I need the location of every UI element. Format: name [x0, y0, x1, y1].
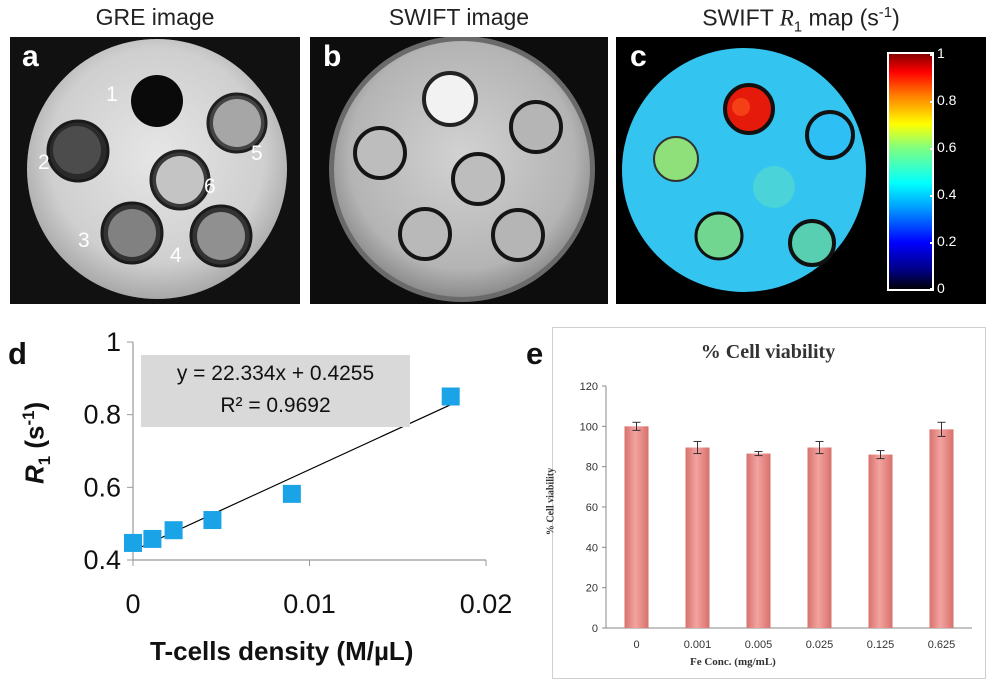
- bar: [807, 447, 832, 628]
- colorbar-tick-0.6: 0.6: [937, 139, 957, 155]
- scatter-y-axis-unit-open: (s: [19, 425, 50, 456]
- gre-tube-1: [131, 75, 183, 127]
- swift-tube-3: [398, 207, 452, 261]
- scatter-chart: 0.4 0.6 0.8 1 0 0.01 0.02: [83, 327, 513, 619]
- trendline-equation-box: [141, 355, 410, 427]
- panel-b-title: SWIFT image: [388, 4, 530, 30]
- colorbar-tick-0.8: 0.8: [937, 92, 957, 108]
- swift-tube-1: [422, 71, 478, 127]
- bar: [685, 447, 710, 628]
- scatter-y-tick-label: 0.4: [83, 545, 121, 575]
- scatter-y-axis-label: R1 (s-1): [19, 388, 55, 498]
- gre-image: [10, 37, 300, 304]
- panel-c-title: SWIFT R1 map (s-1): [616, 4, 986, 35]
- r1-tube-5: [805, 110, 855, 160]
- panel-d-letter: d: [8, 336, 27, 371]
- swift-tube-4: [491, 208, 545, 262]
- r1-tube-3: [694, 211, 744, 261]
- gre-tube-number-5: 5: [251, 142, 263, 165]
- bar-x-tick-label: 0.005: [745, 639, 773, 651]
- r1-tube-4: [788, 219, 836, 267]
- scatter-y-axis-unit-close: ): [19, 401, 50, 411]
- bar-chart-x-axis-label: Fe Conc. (mg/mL): [690, 656, 776, 668]
- r1-map-image: [616, 37, 986, 304]
- bar-x-tick-label: 0.125: [867, 639, 895, 651]
- panel-a-title: GRE image: [95, 4, 215, 30]
- bar-x-tick-label: 0.001: [684, 639, 712, 651]
- r1-tube-2: [653, 136, 699, 182]
- bar-chart-y-axis-label: % Cell viability: [545, 467, 557, 536]
- panel-c-title-end: ): [892, 4, 900, 31]
- bar-chart: 0 20 40 60 80 100 120 0 0.001 0.005 0.025 0.125 0.62…: [580, 381, 972, 651]
- panel-c-title-sub: 1: [793, 18, 803, 36]
- scatter-point: [203, 511, 222, 530]
- scatter-point: [282, 484, 301, 503]
- panel-c-title-suffix: map (s: [802, 4, 879, 31]
- bar-y-tick-label: 100: [580, 421, 598, 433]
- bar-y-tick-label: 60: [586, 502, 598, 514]
- scatter-point: [164, 521, 183, 540]
- swift-image: [310, 37, 608, 304]
- scatter-y-tick-label: 0.6: [83, 472, 121, 502]
- panel-c-title-symbol: R: [779, 5, 794, 31]
- swift-tube-6: [451, 152, 505, 206]
- swift-tube-5: [509, 100, 563, 154]
- panel-b-letter: b: [323, 40, 342, 73]
- colorbar-tick-1: 1: [937, 45, 945, 61]
- bar-y-tick-label: 120: [580, 381, 598, 393]
- bar-x-tick-label: 0.625: [928, 639, 956, 651]
- swift-tube-2: [353, 126, 407, 180]
- scatter-y-tick-label: 1: [106, 327, 121, 357]
- panel-c-letter: c: [630, 40, 647, 73]
- colorbar-tick-0: 0: [937, 280, 945, 296]
- panel-c-title-sup: -1: [878, 4, 893, 21]
- bar-x-tick-label: 0: [633, 639, 639, 651]
- colorbar-tick-0.4: 0.4: [937, 186, 957, 202]
- bar: [624, 426, 649, 628]
- gre-tube-number-6: 6: [204, 175, 216, 198]
- bar: [746, 453, 771, 628]
- scatter-point: [441, 387, 460, 406]
- panel-c-title-prefix: SWIFT: [702, 4, 774, 31]
- scatter-x-tick-label: 0.02: [460, 589, 513, 619]
- bar: [929, 429, 954, 628]
- bar-chart-title: % Cell viability: [700, 341, 836, 363]
- scatter-x-tick-label: 0.01: [283, 589, 336, 619]
- scatter-point: [124, 533, 142, 552]
- colorbar-tick-0.2: 0.2: [937, 233, 957, 249]
- bar-y-tick-label: 80: [586, 462, 598, 474]
- bar-y-tick-label: 40: [586, 542, 598, 554]
- gre-tube-number-3: 3: [78, 229, 90, 252]
- bar-x-tick-label: 0.025: [806, 639, 834, 651]
- bar-y-tick-label: 20: [586, 583, 598, 595]
- colorbar: [887, 52, 934, 291]
- gre-tube-number-4: 4: [170, 244, 182, 267]
- scatter-y-tick-label: 0.8: [83, 400, 121, 430]
- scatter-x-tick-label: 0: [125, 589, 140, 619]
- bar-y-tick-label: 0: [592, 623, 598, 635]
- r1-tube-6: [753, 166, 795, 208]
- trendline-equation: y = 22.334x + 0.4255: [176, 362, 375, 385]
- panel-e-letter: e: [526, 336, 544, 371]
- gre-tube-number-2: 2: [38, 151, 50, 174]
- scatter-y-axis-sup: -1: [19, 410, 39, 426]
- gre-tube-number-1: 1: [106, 83, 118, 106]
- bar: [868, 454, 893, 628]
- trendline: [132, 404, 451, 552]
- scatter-y-axis-sub: 1: [34, 455, 54, 466]
- scatter-x-axis-label: T-cells density (M/µL): [150, 636, 414, 666]
- panel-a-letter: a: [22, 40, 39, 73]
- trendline-r-squared: R² = 0.9692: [220, 394, 331, 417]
- scatter-point: [143, 529, 162, 548]
- scatter-y-axis-symbol: R: [19, 465, 50, 485]
